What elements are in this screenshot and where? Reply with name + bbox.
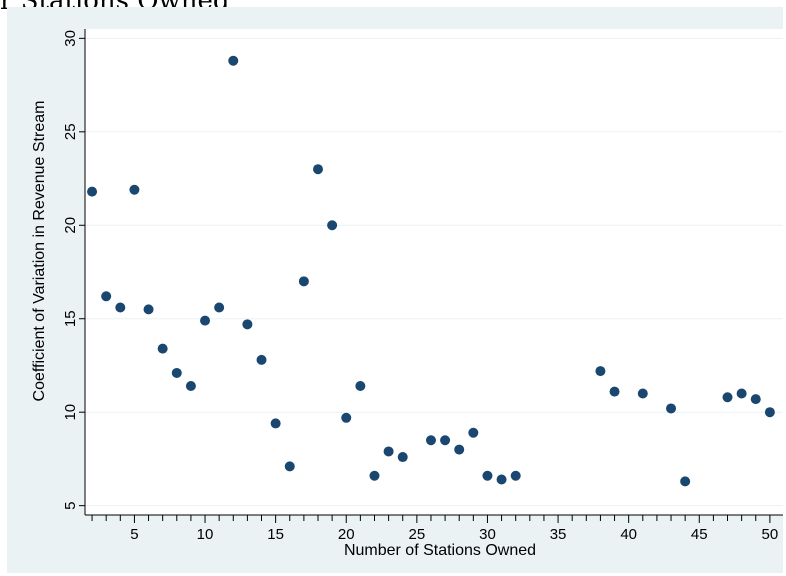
data-point (171, 367, 182, 378)
axes: 5 10 15 20 25 30 5 10 15 20 25 30 35 40 45 50 (62, 29, 783, 543)
x-axis-title: Number of Stations Owned (344, 542, 536, 559)
gridlines (85, 37, 783, 507)
data-point (637, 388, 648, 399)
data-point (397, 452, 408, 463)
scatter-chart: 5 10 15 20 25 30 5 10 15 20 25 30 35 40 45 50 Number of… (31, 29, 783, 559)
data-point (722, 392, 733, 403)
data-point (736, 388, 747, 399)
data-point (228, 55, 239, 66)
data-point (750, 394, 761, 405)
x-tick-label: 15 (267, 526, 284, 543)
x-tick-label: 20 (338, 526, 355, 543)
plot-area (85, 29, 783, 515)
data-point (185, 381, 196, 392)
data-point (214, 302, 225, 313)
data-point (454, 444, 465, 455)
data-point (341, 412, 352, 423)
x-tick-label: 40 (620, 526, 637, 543)
y-tick-label: 25 (62, 123, 79, 140)
x-tick-label: 25 (409, 526, 426, 543)
data-point (129, 184, 140, 195)
data-point (383, 446, 394, 457)
data-point (87, 186, 98, 197)
data-point (496, 474, 507, 485)
data-point (115, 302, 126, 313)
data-point (355, 381, 366, 392)
data-point (270, 418, 281, 429)
y-tick-label: 15 (62, 310, 79, 327)
data-point (256, 354, 267, 365)
data-point (157, 343, 168, 354)
data-point (313, 164, 323, 175)
data-point (425, 435, 436, 446)
data-point (482, 470, 493, 481)
data-point (510, 470, 521, 481)
data-point (101, 291, 112, 302)
x-tick-label: 10 (197, 526, 214, 543)
data-point (595, 366, 606, 377)
x-tick-label: 45 (691, 526, 708, 543)
data-point (200, 315, 211, 326)
data-point (666, 403, 677, 414)
y-axis-title: Coefficient of Variation in Revenue Stre… (31, 101, 48, 402)
data-point (468, 427, 479, 438)
y-tick-label: 10 (62, 404, 79, 421)
data-points (87, 55, 775, 487)
data-point (440, 435, 451, 446)
y-tick-label: 20 (62, 217, 79, 234)
x-tick-label: 30 (479, 526, 496, 543)
data-point (609, 386, 620, 397)
data-point (143, 304, 154, 315)
data-point (764, 407, 775, 418)
data-point (327, 220, 338, 231)
data-point (242, 319, 253, 330)
x-tick-label: 5 (130, 526, 138, 543)
data-point (680, 476, 691, 487)
x-tick-label: 50 (762, 526, 779, 543)
data-point (284, 461, 295, 472)
data-point (369, 470, 380, 481)
x-tick-label: 35 (550, 526, 567, 543)
data-point (298, 276, 309, 287)
y-tick-label: 30 (62, 30, 79, 47)
chart-region: 5 10 15 20 25 30 5 10 15 20 25 30 35 40 45 50 Number of… (7, 7, 783, 573)
y-tick-label: 5 (62, 501, 79, 509)
